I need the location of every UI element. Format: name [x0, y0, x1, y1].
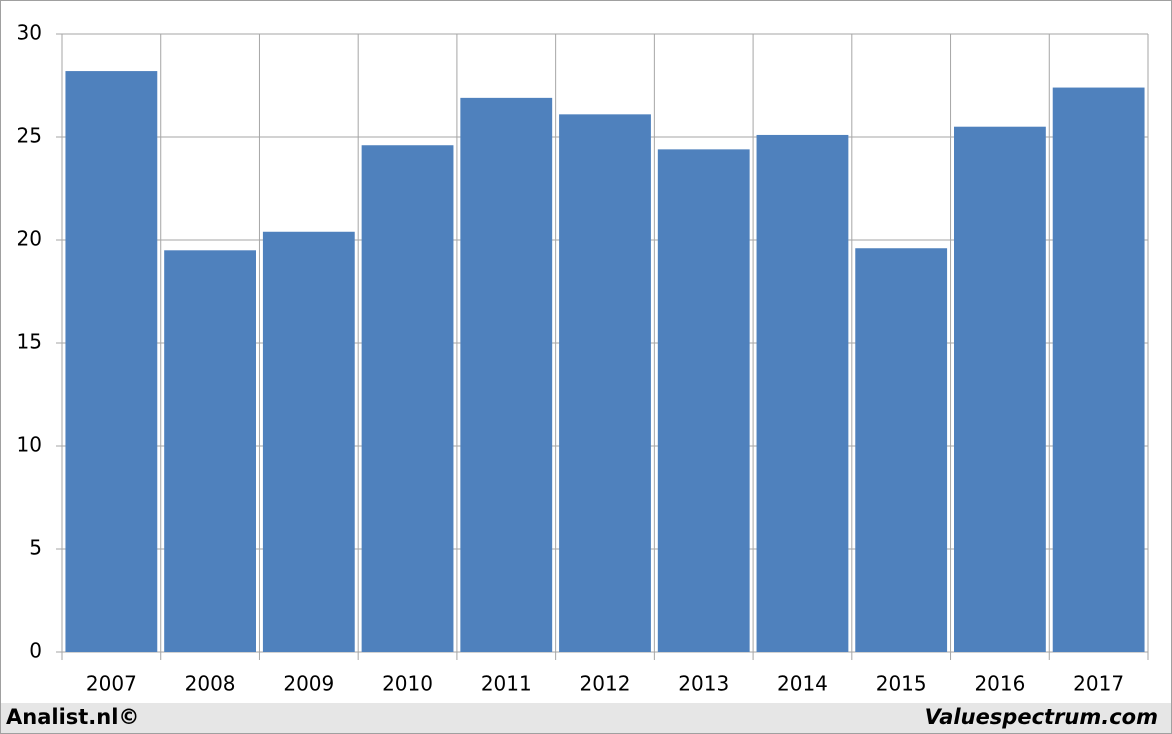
bar: [361, 145, 454, 653]
x-tick-label: 2014: [777, 672, 828, 696]
x-tick-label: 2011: [481, 672, 532, 696]
bar: [559, 114, 651, 653]
bar: [262, 231, 355, 652]
footer-left: Analist.nl©: [6, 705, 139, 729]
bar: [1052, 87, 1145, 652]
x-tick-label: 2015: [876, 672, 927, 696]
x-tick-label: 2017: [1073, 672, 1124, 696]
footer-right: Valuespectrum.com: [925, 705, 1158, 729]
bar: [65, 71, 158, 652]
bar: [954, 126, 1046, 652]
y-tick-label: 5: [29, 536, 42, 560]
y-tick-label: 25: [17, 124, 42, 148]
x-tick-label: 2008: [185, 672, 236, 696]
x-tick-label: 2010: [382, 672, 433, 696]
bar: [756, 134, 849, 652]
x-tick-label: 2016: [974, 672, 1025, 696]
y-tick-label: 30: [17, 21, 42, 45]
x-tick-label: 2007: [86, 672, 137, 696]
x-tick-label: 2013: [678, 672, 729, 696]
y-tick-label: 10: [17, 433, 42, 457]
x-tick-label: 2009: [283, 672, 334, 696]
y-tick-label: 20: [17, 227, 42, 251]
footer-band: [1, 703, 1171, 733]
bar: [657, 149, 750, 653]
y-tick-label: 15: [17, 330, 42, 354]
y-tick-label: 0: [29, 639, 42, 663]
bar: [460, 97, 553, 653]
bar: [855, 248, 948, 653]
bar: [164, 250, 256, 653]
x-tick-label: 2012: [580, 672, 631, 696]
